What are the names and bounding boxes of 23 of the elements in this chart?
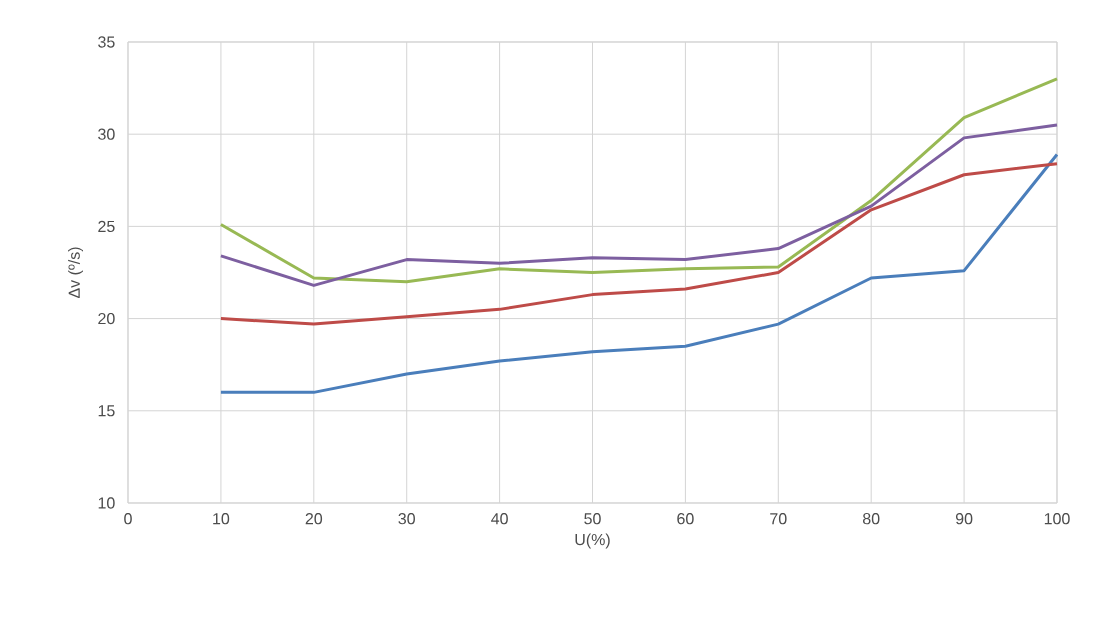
y-tick-label: 20 (98, 312, 115, 325)
y-tick-label: 10 (98, 497, 115, 509)
y-tick-label: 25 (98, 220, 115, 233)
y-tick-label: 30 (98, 128, 115, 140)
y-tick-label: 15 (98, 405, 115, 417)
line-series (219, 152, 1059, 394)
line-series (219, 162, 1059, 326)
x-tick-label: 70 (770, 513, 787, 525)
x-axis-title: U(%) (575, 533, 610, 549)
y-tick-label: 35 (98, 36, 115, 48)
x-tick-label: 40 (491, 513, 508, 525)
x-tick-label: 0 (124, 513, 132, 525)
line-series (219, 77, 1059, 284)
x-tick-label: 30 (398, 513, 415, 525)
x-tick-label: 20 (305, 513, 323, 525)
x-tick-label: 60 (677, 513, 694, 525)
x-tick-label: 50 (584, 513, 601, 525)
x-tick-label: 80 (862, 513, 880, 525)
x-tick-label: 10 (213, 513, 230, 525)
x-tick-label: 100 (1044, 513, 1070, 525)
y-axis-title: Δv (º/s) (68, 247, 83, 299)
line-series (219, 123, 1059, 287)
x-tick-label: 90 (955, 513, 973, 525)
